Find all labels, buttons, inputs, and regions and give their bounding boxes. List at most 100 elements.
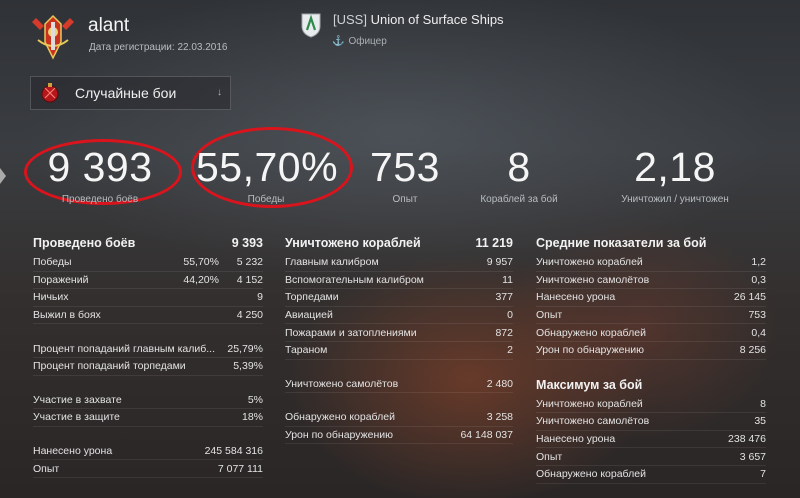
stat-row: Выжил в боях 4 250 [33, 307, 263, 325]
stat-value: 9 [257, 291, 263, 304]
stat-value: 3 258 [486, 411, 513, 424]
stat-row: Уничтожено самолётов 35 [536, 413, 766, 431]
stat-row: Торпедами 377 [285, 289, 513, 307]
stat-row: Авиацией 0 [285, 307, 513, 325]
stat-value: 0,4 [751, 326, 766, 339]
stat-row: Процент попаданий торпедами 5,39% [33, 358, 263, 376]
summary-wins-label: Победы [247, 194, 285, 205]
stat-row: Урон по обнаружению 64 148 037 [285, 427, 513, 445]
stat-row: Нанесено урона 238 476 [536, 431, 766, 449]
stat-label: Главным калибром [285, 256, 379, 269]
stat-row: Нанесено урона 245 584 316 [33, 443, 263, 461]
stat-value: 238 476 [728, 433, 766, 446]
stat-value: 8 [760, 397, 766, 410]
stat-label: Урон по обнаружению [285, 429, 394, 442]
stat-percent: 55,70% [183, 256, 219, 269]
column-subheader: Максимум за бой [536, 378, 766, 396]
summary-ships-value: 8 [507, 144, 531, 190]
summary-ships-per-battle: 8 Кораблей за бой [460, 144, 578, 206]
stat-value: 245 584 316 [204, 445, 263, 458]
stat-row: Уничтожено кораблей 1,2 [536, 254, 766, 272]
stat-value: 5 232 [236, 256, 263, 269]
stat-label: Участие в захвате [33, 393, 122, 406]
stat-row: Нанесено урона 26 145 [536, 289, 766, 307]
stat-row: Опыт 3 657 [536, 448, 766, 466]
stat-value: 18% [241, 411, 263, 424]
stat-label: Уничтожено самолётов [536, 273, 650, 286]
stat-label: Ничьих [33, 291, 69, 304]
stat-value: 2 [507, 344, 513, 357]
username: alant [88, 15, 130, 36]
stat-label: Опыт [536, 450, 563, 463]
stat-row: Процент попаданий главным калиб... 25,79… [33, 340, 263, 358]
stat-value: 5,39% [233, 360, 263, 373]
summary-exp-value: 753 [370, 144, 440, 190]
stat-label: Участие в защите [33, 411, 120, 424]
summary-kd: 2,18 Уничтожил / уничтожен [600, 144, 750, 206]
column-subheader-label: Максимум за бой [536, 377, 643, 392]
stat-label: Авиацией [285, 309, 333, 322]
column-header: Средние показатели за бой [536, 236, 766, 254]
stat-value: 9 957 [486, 256, 513, 269]
stat-label: Победы [33, 256, 72, 269]
stat-value: 872 [495, 326, 513, 339]
summary-wins: 55,70% Победы [196, 147, 338, 206]
battle-mode-select[interactable]: Случайные бои ↓ [30, 76, 231, 110]
summary-battles: 9 393 Проведено боёв [40, 147, 160, 206]
stat-value: 35 [754, 415, 766, 428]
summary-kd-value: 2,18 [634, 144, 716, 190]
clan-tag: [USS] [333, 12, 367, 27]
stat-label: Процент попаданий торпедами [33, 360, 186, 373]
stat-label: Пожарами и затоплениями [285, 326, 417, 339]
stat-value: 11 [502, 273, 513, 286]
stat-label: Нанесено урона [536, 291, 616, 304]
column-header-label: Средние показатели за бой [536, 236, 707, 250]
general-stats-list: Победы 55,70% 5 232 Поражений 44,20% 4 1… [33, 254, 263, 478]
stat-label: Выжил в боях [33, 309, 101, 322]
stat-row: Обнаружено кораблей 3 258 [285, 409, 513, 427]
stat-value: 4 250 [236, 309, 263, 322]
stat-label: Обнаружено кораблей [536, 326, 646, 339]
registration-date: Дата регистрации: 22.03.2016 [89, 42, 228, 53]
summary-exp-label: Опыт [392, 194, 418, 205]
summary-kd-label: Уничтожил / уничтожен [621, 194, 729, 205]
stat-row: Тараном 2 [285, 342, 513, 360]
stat-value: 1,2 [751, 256, 766, 269]
clan-emblem-icon[interactable] [300, 12, 322, 38]
column-header-value: 9 393 [231, 236, 263, 250]
anchor-icon: ⚓ [332, 36, 345, 47]
stat-label: Уничтожено самолётов [285, 377, 399, 390]
stat-row: Уничтожено кораблей 8 [536, 396, 766, 414]
column-header-label: Уничтожено кораблей [285, 236, 421, 250]
highlight-oval-battles [24, 139, 182, 205]
stat-value: 3 657 [739, 450, 766, 463]
stat-label: Торпедами [285, 291, 339, 304]
stat-label: Поражений [33, 273, 89, 286]
summary-exp: 753 Опыт [360, 144, 450, 206]
stat-label: Нанесено урона [536, 433, 616, 446]
summary-ships-label: Кораблей за бой [480, 194, 558, 205]
stat-row: Ничьих 9 [33, 289, 263, 307]
clan-role-label: Офицер [348, 36, 387, 47]
stat-row: Пожарами и затоплениями 872 [285, 324, 513, 342]
stat-value: 2 480 [486, 377, 513, 390]
column-header: Проведено боёв 9 393 [33, 236, 263, 254]
stat-row: Участие в захвате 5% [33, 392, 263, 410]
random-battle-icon [41, 83, 59, 103]
stat-label: Обнаружено кораблей [285, 411, 395, 424]
clan-role: ⚓ Офицер [332, 36, 387, 47]
stat-percent: 44,20% [183, 273, 219, 286]
stat-row: Победы 55,70% 5 232 [33, 254, 263, 272]
clan-name[interactable]: [USS] Union of Surface Ships [333, 12, 504, 27]
stat-label: Уничтожено кораблей [536, 256, 643, 269]
side-panel-handle[interactable] [0, 168, 6, 184]
stat-row: Поражений 44,20% 4 152 [33, 272, 263, 290]
stat-row: Опыт 753 [536, 307, 766, 325]
stat-label: Уничтожено кораблей [536, 397, 643, 410]
column-header-label: Проведено боёв [33, 236, 136, 250]
stat-value: 0 [507, 309, 513, 322]
stat-row: Уничтожено самолётов 2 480 [285, 376, 513, 394]
highlight-oval-wins [191, 127, 353, 208]
stat-row: Уничтожено самолётов 0,3 [536, 272, 766, 290]
battle-mode-label: Случайные бои [75, 85, 177, 101]
